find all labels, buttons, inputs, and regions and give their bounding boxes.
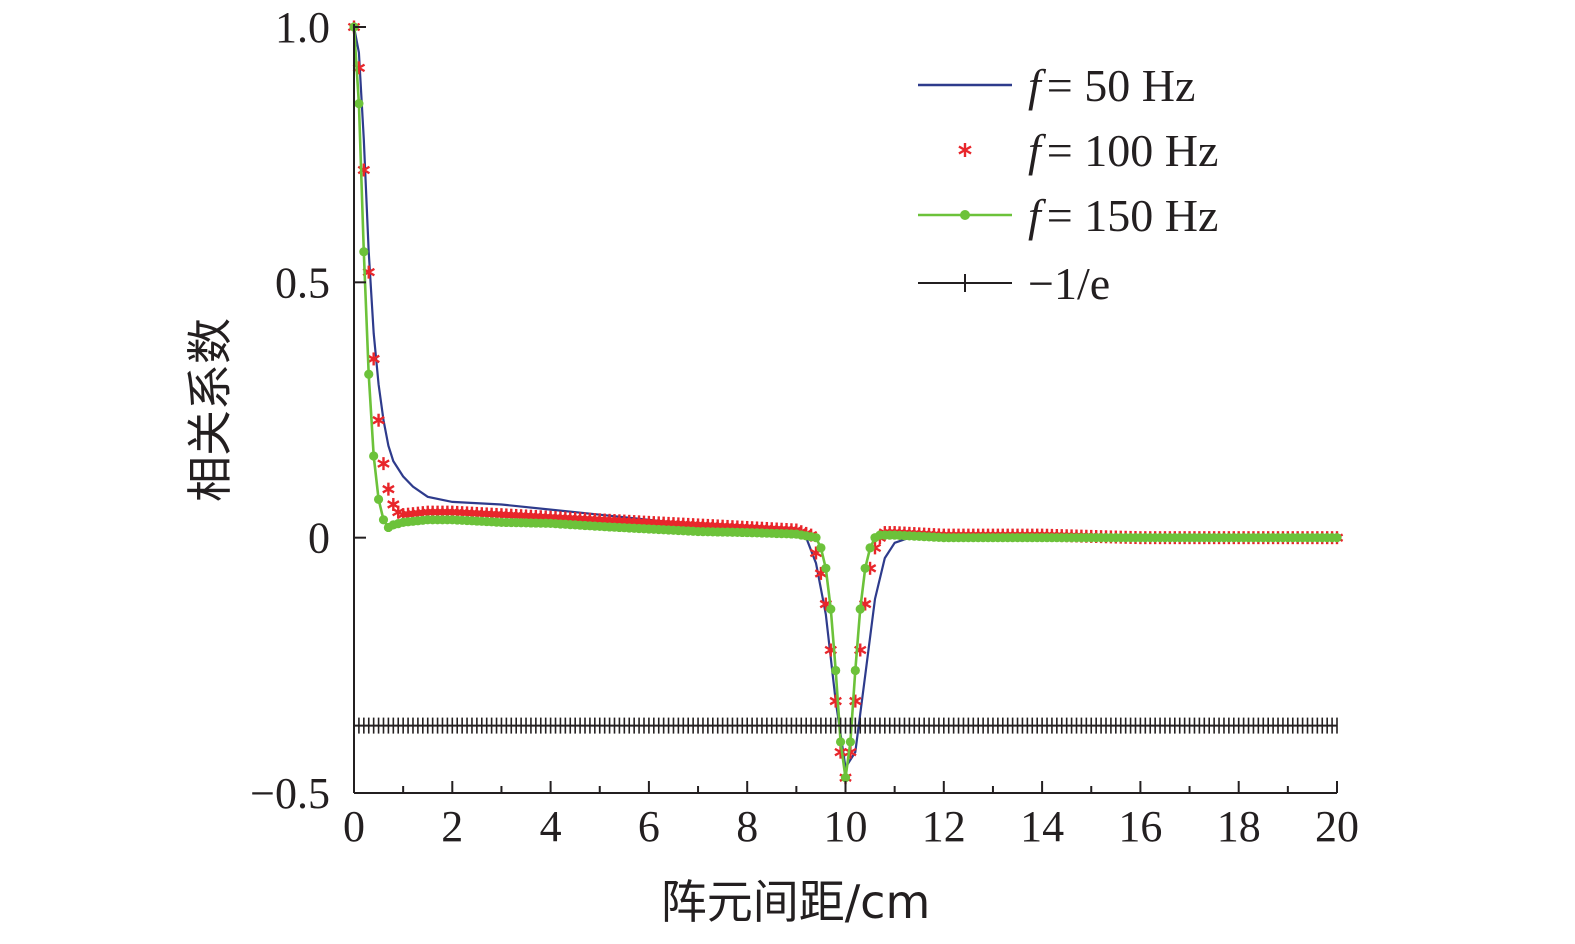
asterisk-stroke bbox=[829, 696, 842, 706]
asterisk-stroke bbox=[849, 696, 862, 706]
asterisk-stroke bbox=[809, 548, 823, 558]
legend-label-text: = 50 Hz bbox=[1047, 60, 1196, 111]
data-point bbox=[373, 494, 384, 504]
x-tick-label: 20 bbox=[1315, 802, 1359, 851]
data-point bbox=[364, 369, 374, 379]
y-tick-label: 1.0 bbox=[275, 3, 330, 52]
legend-label-text: = 100 Hz bbox=[1047, 125, 1219, 176]
asterisk-stroke bbox=[352, 63, 366, 73]
data-point bbox=[378, 515, 389, 525]
asterisk-stroke bbox=[814, 569, 828, 578]
x-tick-label: 18 bbox=[1217, 802, 1261, 851]
x-tick-label: 6 bbox=[638, 802, 660, 851]
data-point bbox=[372, 413, 385, 427]
y-axis-title: 相关系数 bbox=[183, 318, 237, 502]
legend-label: f = 100 Hz bbox=[1028, 125, 1218, 176]
asterisk-stroke bbox=[844, 747, 857, 757]
legend: f = 50 Hzf = 100 Hzf = 150 Hz−1/e bbox=[918, 60, 1218, 309]
x-tick-label: 14 bbox=[1020, 802, 1064, 851]
x-tick-label: 8 bbox=[736, 802, 758, 851]
x-tick-label: 10 bbox=[824, 802, 868, 851]
data-point bbox=[860, 563, 870, 573]
axes: 0 2 4 6 8 10 12 14 16 18 20 −0.5 0 0.5 1.0 阵元间距/cm 相关系数 bbox=[183, 3, 1359, 929]
data-point bbox=[829, 694, 842, 708]
data-point bbox=[855, 604, 865, 614]
data-point bbox=[849, 694, 862, 708]
x-tick-label: 4 bbox=[540, 802, 562, 851]
legend-label-variable: f bbox=[1028, 60, 1047, 111]
data-point bbox=[367, 352, 380, 366]
legend-label-text: = 150 Hz bbox=[1047, 190, 1219, 241]
data-point bbox=[811, 533, 821, 543]
y-tick-label: 0 bbox=[308, 514, 330, 563]
data-point bbox=[826, 604, 836, 614]
data-point bbox=[850, 665, 860, 676]
data-point bbox=[821, 563, 831, 573]
asterisk-stroke bbox=[377, 459, 390, 468]
asterisk-stroke bbox=[958, 145, 972, 155]
y-tick-label: 0.5 bbox=[275, 258, 330, 307]
data-point bbox=[382, 482, 395, 496]
data-point bbox=[865, 543, 875, 553]
legend-label-variable: f bbox=[1028, 125, 1047, 176]
series-markers-150hz bbox=[349, 22, 1342, 783]
legend-label: −1/e bbox=[1028, 258, 1110, 309]
data-point bbox=[354, 99, 364, 109]
data-point bbox=[369, 451, 379, 461]
data-point bbox=[359, 247, 369, 257]
data-point bbox=[835, 737, 846, 747]
asterisk-stroke bbox=[372, 415, 385, 425]
x-tick-label: 0 bbox=[343, 802, 365, 851]
legend-label: f = 150 Hz bbox=[1028, 190, 1218, 241]
data-point bbox=[352, 61, 366, 75]
plot-area bbox=[347, 20, 1344, 785]
x-tick-label: 12 bbox=[922, 802, 966, 851]
legend-entry: f = 100 Hz bbox=[958, 125, 1218, 176]
legend-label-variable: f bbox=[1028, 190, 1047, 241]
data-point bbox=[831, 665, 841, 676]
asterisk-stroke bbox=[367, 354, 380, 364]
data-point bbox=[840, 773, 851, 783]
y-tick-label: −0.5 bbox=[250, 769, 330, 818]
x-tick-label: 2 bbox=[441, 802, 463, 851]
reference-line-markers bbox=[353, 717, 1338, 734]
legend-entry: −1/e bbox=[918, 258, 1110, 309]
legend-swatch-asterisk bbox=[958, 143, 972, 157]
data-point bbox=[816, 543, 826, 553]
x-tick-label: 16 bbox=[1118, 802, 1162, 851]
x-axis-title: 阵元间距/cm bbox=[661, 875, 931, 929]
asterisk-stroke bbox=[382, 484, 395, 494]
legend-entry: f = 50 Hz bbox=[918, 60, 1195, 111]
legend-entry: f = 150 Hz bbox=[918, 190, 1218, 241]
data-point bbox=[845, 737, 856, 747]
legend-swatch-dot bbox=[960, 210, 970, 220]
data-point bbox=[1332, 533, 1342, 543]
legend-label: f = 50 Hz bbox=[1028, 60, 1195, 111]
data-point bbox=[377, 457, 390, 471]
